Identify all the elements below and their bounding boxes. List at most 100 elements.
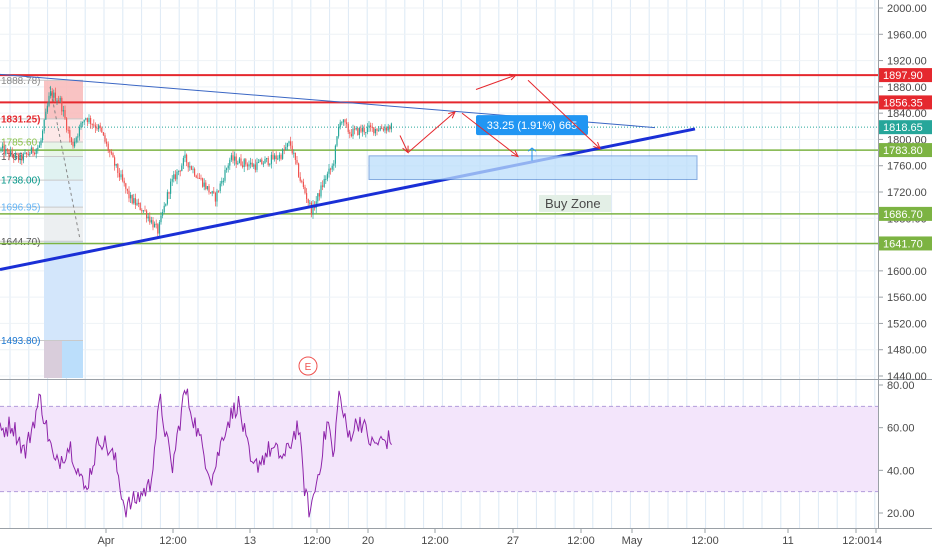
candle-body <box>187 162 189 168</box>
candle-body <box>322 185 324 187</box>
candle-body <box>253 164 255 167</box>
candle-body <box>96 127 98 130</box>
candle-body <box>238 158 240 164</box>
candle-body <box>269 163 271 165</box>
candle-body <box>34 152 36 155</box>
candle-body <box>80 122 82 128</box>
candle-body <box>378 130 380 132</box>
candle-body <box>46 105 48 112</box>
candle-body <box>74 141 76 147</box>
projection-arrow-head <box>511 150 519 158</box>
candle-body <box>157 224 159 234</box>
fib-label: 1785.60 <box>1 138 38 149</box>
candle-body <box>83 119 85 123</box>
candle-body <box>162 212 164 216</box>
price-badge-label: 1818.65 <box>883 122 923 134</box>
projection-arrow <box>527 79 601 149</box>
candle-body <box>325 178 327 180</box>
fib-label: 1738.00) <box>1 176 40 187</box>
candle-body <box>170 181 172 194</box>
candle-body <box>286 143 288 148</box>
candle-body <box>166 192 168 204</box>
price-badge-label: 1783.80 <box>883 145 923 157</box>
rsi-band <box>0 405 878 493</box>
candle-body <box>282 149 284 159</box>
candle-body <box>131 194 133 204</box>
candle-body <box>24 152 26 154</box>
candle-body <box>90 117 92 124</box>
earnings-event-label: E <box>305 362 312 373</box>
candle-body <box>130 194 132 199</box>
fib-band-overlay <box>44 340 62 378</box>
candle-body <box>198 177 200 179</box>
candle-body <box>352 128 354 137</box>
candle-body <box>200 178 202 180</box>
candle-body <box>38 145 40 148</box>
fib-retracement-zone: 1888.78) 1831.25) 1785.60 1766 1738.00) 1696.… <box>0 76 83 378</box>
candle-body <box>195 175 197 178</box>
candle-body <box>112 153 114 158</box>
candle-body <box>283 149 285 151</box>
earnings-event-marker <box>298 356 318 376</box>
rsi-line <box>0 388 392 518</box>
candle-body <box>59 97 61 101</box>
candle-body <box>230 155 232 160</box>
candle-body <box>298 163 300 177</box>
x-tick-label: 12:00 <box>159 535 187 547</box>
y-tick-label: 1720.00 <box>887 187 927 199</box>
candle-body <box>93 124 95 126</box>
candle-body <box>58 100 60 102</box>
candle-body <box>373 127 375 134</box>
candle-body <box>306 193 308 200</box>
candle-body <box>149 216 151 223</box>
candle-body <box>379 128 381 131</box>
candle-body <box>384 127 386 131</box>
candle-body <box>37 147 39 150</box>
y-tick-label: 1480.00 <box>887 345 927 357</box>
y-tick-label: 1560.00 <box>887 292 927 304</box>
candle-body <box>365 132 367 134</box>
candle-body <box>277 158 279 160</box>
candle-body <box>78 127 80 137</box>
candle-body <box>368 125 370 128</box>
candle-body <box>336 136 338 146</box>
x-tick-label: May <box>622 535 643 547</box>
candle-body <box>106 141 108 144</box>
y-tick-label: 1960.00 <box>887 29 927 41</box>
candle-body <box>5 149 7 155</box>
candle-body <box>123 180 125 184</box>
y-tick-label: 1840.00 <box>887 108 927 120</box>
candle-body <box>194 168 196 176</box>
price-badge-label: 1856.35 <box>883 97 923 109</box>
candle-body <box>85 118 87 120</box>
candle-body <box>317 193 319 202</box>
candle-body <box>264 159 266 164</box>
candle-body <box>224 169 226 181</box>
candle-body <box>107 143 109 151</box>
candle-body <box>381 128 383 130</box>
candle-body <box>363 127 365 133</box>
candle-body <box>262 163 264 165</box>
fib-band-teal <box>44 156 83 181</box>
candle-body <box>320 185 322 197</box>
axes <box>0 0 932 529</box>
candle-body <box>29 153 31 155</box>
candle-body <box>165 203 167 206</box>
price-badge <box>879 95 932 110</box>
measure-label: 33.25 (1.91%) 665 <box>487 120 578 132</box>
candle-body <box>213 191 215 193</box>
fib-band-grey <box>44 207 83 242</box>
rsi-band-fill <box>0 406 878 492</box>
price-badge <box>879 206 932 221</box>
candle-body <box>374 128 376 134</box>
candle-body <box>270 154 272 164</box>
candle-body <box>243 159 245 167</box>
candle-body <box>280 154 282 159</box>
candle-body <box>182 158 184 166</box>
candle-body <box>67 129 69 131</box>
candle-body <box>275 155 277 160</box>
candle-body <box>333 163 335 166</box>
candle-body <box>138 202 140 204</box>
candle-body <box>266 158 268 160</box>
